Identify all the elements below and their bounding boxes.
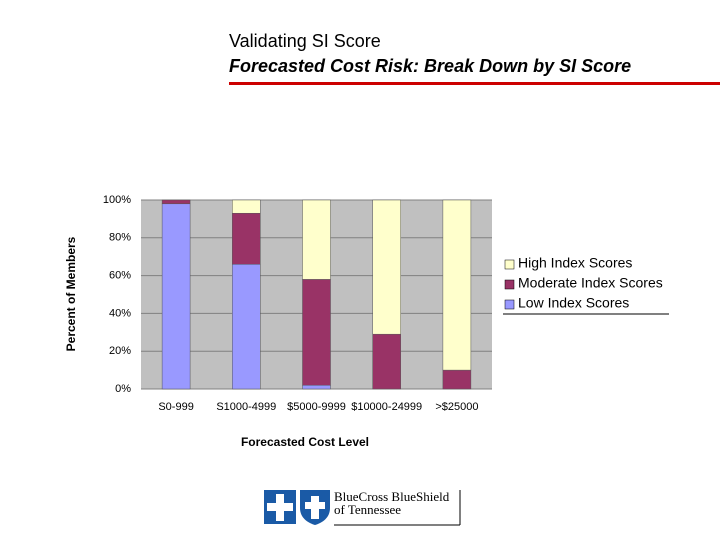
bar-segment [372, 199, 401, 335]
y-tick-label: 60% [109, 270, 131, 282]
logo: BlueCross BlueShield of Tennessee [264, 489, 461, 526]
bar-segment [161, 203, 191, 390]
y-tick-label: 100% [103, 194, 131, 206]
bar-segment [232, 199, 261, 214]
bar-segment [372, 333, 401, 390]
legend-swatch [504, 299, 515, 310]
legend-label: Moderate Index Scores [518, 275, 663, 291]
bar-segment [161, 199, 191, 205]
y-axis-title: Percent of Members [64, 236, 78, 351]
slide-title: Validating SI Score [229, 31, 381, 51]
x-tick-label: S1000-4999 [216, 401, 276, 413]
x-tick-label: >$25000 [435, 401, 478, 413]
y-tick-label: 40% [109, 307, 131, 319]
legend-swatch [504, 279, 515, 290]
legend-label: Low Index Scores [518, 295, 629, 311]
bar-segment [302, 384, 331, 390]
x-tick-label: $5000-9999 [287, 401, 346, 413]
x-tick-label: S0-999 [158, 401, 193, 413]
legend-label: High Index Scores [518, 255, 632, 271]
logo-shield-cross [305, 496, 325, 519]
bar-segment [232, 264, 261, 390]
y-tick-label: 0% [115, 383, 131, 395]
y-tick-label: 80% [109, 232, 131, 244]
title-rule [229, 82, 720, 85]
logo-cross [267, 494, 293, 521]
y-tick-label: 20% [109, 345, 131, 357]
bar-segment [442, 369, 472, 390]
bar-segment [442, 199, 472, 371]
logo-text: BlueCross BlueShield [334, 489, 450, 504]
x-axis-title: Forecasted Cost Level [241, 435, 369, 449]
logo-text: of Tennessee [334, 502, 401, 517]
slide-subtitle: Forecasted Cost Risk: Break Down by SI S… [229, 56, 631, 76]
bar-segment [302, 199, 331, 280]
bar-segment [232, 212, 261, 265]
bar-segment [302, 279, 331, 386]
x-tick-label: $10000-24999 [351, 401, 422, 413]
legend-swatch [504, 259, 515, 270]
